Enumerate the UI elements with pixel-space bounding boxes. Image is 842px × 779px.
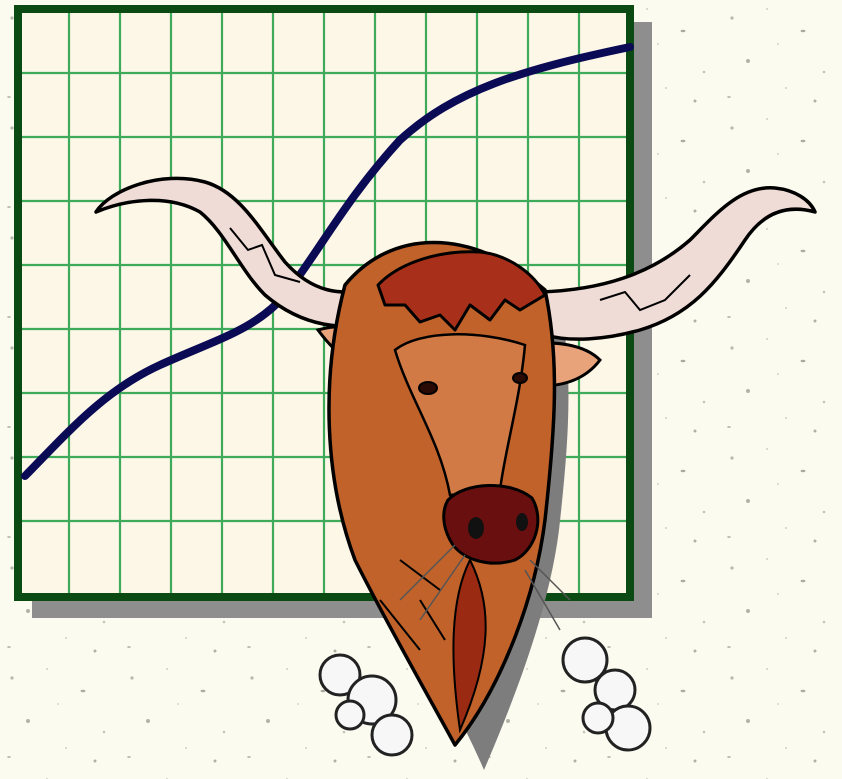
right-eye [513,373,527,383]
page: (() => { const data = JSON.parse(documen… [0,0,842,779]
nostril [516,513,528,531]
nostril [468,517,484,539]
left-eye [419,382,437,394]
illustration [0,0,842,779]
